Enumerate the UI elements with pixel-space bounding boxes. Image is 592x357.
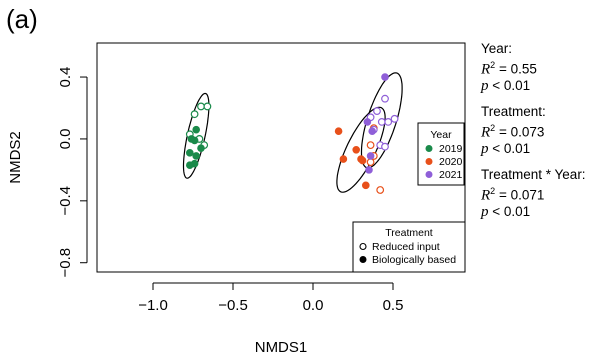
panel-label: (a) [6, 4, 38, 34]
x-tick-label: −0.5 [218, 297, 248, 314]
point-2019-reduced-input [190, 110, 199, 119]
point-2019-biologically-based [190, 136, 199, 145]
point-2021-reduced-input [381, 94, 389, 103]
stats-p-line: p < 0.01 [481, 77, 531, 94]
point-2021-reduced-input [373, 107, 381, 115]
point-2021-biologically-based [366, 152, 375, 160]
legend-year-marker [425, 171, 433, 178]
point-2019-biologically-based [192, 125, 200, 134]
legend-year-marker [425, 158, 433, 165]
point-2019-reduced-input [203, 102, 212, 111]
legend-treatment-label: Biologically based [372, 254, 456, 266]
x-axis-label: NMDS1 [255, 339, 308, 356]
point-2020-reduced-input [366, 141, 375, 150]
y-tick-label: −0.4 [57, 186, 74, 216]
point-2021-biologically-based [363, 118, 372, 126]
point-2021-reduced-input [390, 114, 399, 123]
legend-treatment-marker [359, 242, 367, 251]
legend-year-title: Year [430, 129, 452, 141]
point-2021-reduced-input [384, 118, 393, 126]
stats-block-year: Year: R2 = 0.55 p < 0.01 [481, 41, 537, 94]
stats-block-treatment: Treatment: R2 = 0.073 p < 0.01 [481, 104, 546, 157]
x-tick-label: 0.5 [383, 297, 404, 314]
point-2021-reduced-input [381, 142, 389, 151]
point-2021-biologically-based [381, 73, 389, 81]
y-tick-label: −0.8 [57, 248, 74, 278]
point-2019-biologically-based [192, 152, 200, 160]
plot-frame [96, 42, 466, 273]
legend-treatment-marker [359, 256, 367, 263]
point-2020-biologically-based [334, 127, 343, 135]
y-tick-label: 0.4 [57, 67, 74, 88]
legend-treatment-label: Reduced input [372, 241, 440, 253]
x-tick-label: −1.0 [138, 297, 168, 314]
point-2020-biologically-based [358, 156, 367, 165]
point-2021-biologically-based [368, 127, 377, 135]
stats-p-line: p < 0.01 [481, 203, 531, 220]
point-2019-biologically-based [197, 144, 205, 153]
point-2021-biologically-based [365, 166, 373, 174]
y-axis-label: NMDS2 [7, 131, 24, 184]
ellipse-2020 [336, 106, 386, 193]
stats-p-line: p < 0.01 [481, 140, 531, 157]
stats-block-interaction: Treatment * Year: R2 = 0.071 p < 0.01 [481, 167, 586, 220]
point-2020-reduced-input [366, 158, 375, 167]
point-2019-reduced-input [197, 102, 205, 111]
stats-heading: Treatment * Year: [481, 167, 586, 182]
stats-heading: Year: [481, 41, 513, 56]
legend-year-marker [425, 145, 433, 152]
legend-year-label: 2020 [439, 156, 463, 168]
x-tick-label: 0.0 [303, 297, 324, 314]
legend-year-label: 2019 [439, 143, 463, 155]
y-tick-label: 0.0 [57, 129, 74, 150]
legend-treatment-title: Treatment [385, 227, 433, 239]
legend-year-label: 2021 [439, 169, 463, 181]
point-2020-reduced-input [376, 186, 385, 194]
stats-r2-line: R2 = 0.071 [481, 186, 545, 204]
stats-heading: Treatment: [481, 104, 546, 119]
point-2019-biologically-based [186, 149, 194, 157]
stats-r2-line: R2 = 0.073 [481, 123, 545, 141]
point-2020-biologically-based [362, 181, 370, 190]
point-2020-biologically-based [339, 155, 348, 163]
point-2019-biologically-based [186, 161, 194, 170]
point-2020-biologically-based [352, 145, 361, 154]
stats-r2-line: R2 = 0.55 [481, 60, 537, 78]
legend-treatment-box [352, 221, 466, 273]
point-2021-reduced-input [377, 118, 386, 126]
